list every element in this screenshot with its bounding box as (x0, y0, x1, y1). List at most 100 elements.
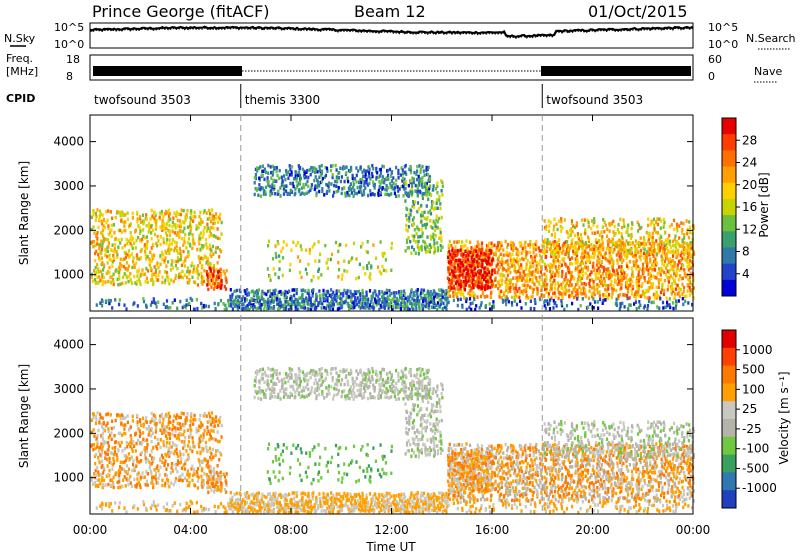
power-cell (416, 189, 419, 193)
power-cell (629, 251, 632, 255)
velocity-cell (170, 450, 173, 455)
velocity-cell (129, 444, 132, 449)
power-cell (209, 252, 212, 257)
velocity-cell (161, 421, 164, 426)
velocity-cell (165, 467, 168, 471)
power-cell (641, 292, 644, 297)
power-cell (660, 266, 663, 271)
power-cell (446, 276, 449, 280)
power-cell (392, 181, 395, 186)
power-cell (318, 165, 321, 169)
power-cell (649, 273, 652, 278)
power-cell (432, 207, 435, 211)
power-cell (682, 263, 685, 268)
power-cell (646, 296, 649, 300)
power-cell (492, 279, 495, 283)
velocity-cell (174, 479, 177, 484)
power-cell (630, 292, 634, 296)
power-cell (535, 239, 538, 244)
power-cell (524, 295, 528, 300)
power-cell (521, 249, 524, 253)
power-cell (287, 191, 290, 196)
power-cell (401, 299, 405, 304)
velocity-cell (179, 478, 182, 482)
power-cell (391, 186, 394, 191)
power-cell (305, 272, 309, 276)
power-cell (678, 224, 681, 228)
power-cell (638, 293, 641, 298)
power-cell (520, 266, 524, 271)
power-cell (634, 292, 637, 296)
power-cell (648, 241, 651, 246)
power-cell (419, 293, 422, 298)
velocity-cell (139, 418, 142, 422)
power-cell (118, 267, 122, 272)
velocity-cell (126, 414, 129, 418)
power-cell (117, 238, 120, 242)
power-cell (154, 213, 157, 218)
velocity-cell (120, 413, 124, 417)
power-cell (689, 230, 692, 235)
power-cell (647, 268, 650, 272)
power-cell (321, 176, 324, 181)
power-cell (447, 245, 450, 249)
power-cell (666, 240, 669, 245)
power-cell (464, 249, 467, 253)
power-cell (106, 249, 109, 254)
power-cell (337, 275, 340, 279)
velocity-cell (166, 436, 169, 441)
power-cell (383, 177, 386, 182)
power-cell (248, 307, 251, 312)
power-cell (236, 304, 239, 308)
power-cell (601, 265, 604, 269)
power-cell (504, 296, 507, 301)
power-cell (283, 174, 286, 178)
power-cell (376, 171, 379, 175)
power-cell (367, 165, 370, 169)
velocity-cell (188, 435, 191, 439)
power-cell (552, 298, 555, 303)
power-cell (368, 171, 371, 175)
power-cell (112, 279, 115, 283)
power-cell (362, 266, 365, 270)
velocity-cell (173, 451, 176, 456)
power-cell (277, 307, 280, 312)
power-cell (357, 275, 360, 280)
power-cell (456, 252, 459, 256)
power-cell (599, 253, 603, 257)
power-cell (364, 301, 367, 306)
power-cell (486, 272, 489, 277)
power-cell (549, 298, 552, 302)
power-cell (296, 176, 299, 180)
power-cell (399, 173, 402, 177)
velocity-cell (110, 437, 113, 441)
power-cell (676, 266, 679, 271)
power-cell (91, 240, 94, 244)
power-cell (290, 294, 293, 299)
power-cell (683, 236, 686, 240)
power-cell (445, 306, 448, 310)
power-cell (486, 268, 490, 272)
power-cell (299, 176, 302, 181)
power-cell (621, 237, 624, 241)
power-cell (405, 228, 408, 232)
power-cell (422, 296, 425, 301)
power-cell (275, 166, 278, 170)
power-cell (402, 184, 405, 188)
velocity-cell (123, 446, 126, 451)
power-cell (399, 292, 402, 297)
power-cell (634, 290, 637, 294)
power-cell (150, 259, 153, 263)
velocity-cell (109, 413, 112, 417)
power-cell (630, 288, 633, 292)
power-cell (677, 299, 680, 303)
power-cell (490, 241, 493, 246)
power-cell (649, 257, 652, 261)
power-cell (258, 305, 262, 309)
power-cell (210, 208, 213, 212)
velocity-cell (124, 423, 127, 427)
power-cell (405, 213, 408, 218)
power-cell (640, 284, 643, 289)
power-cell (659, 240, 662, 245)
power-cell (154, 270, 157, 274)
